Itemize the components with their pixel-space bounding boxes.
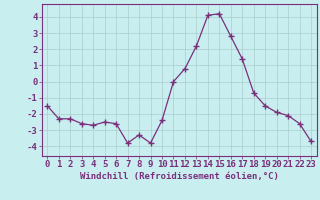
X-axis label: Windchill (Refroidissement éolien,°C): Windchill (Refroidissement éolien,°C): [80, 172, 279, 181]
